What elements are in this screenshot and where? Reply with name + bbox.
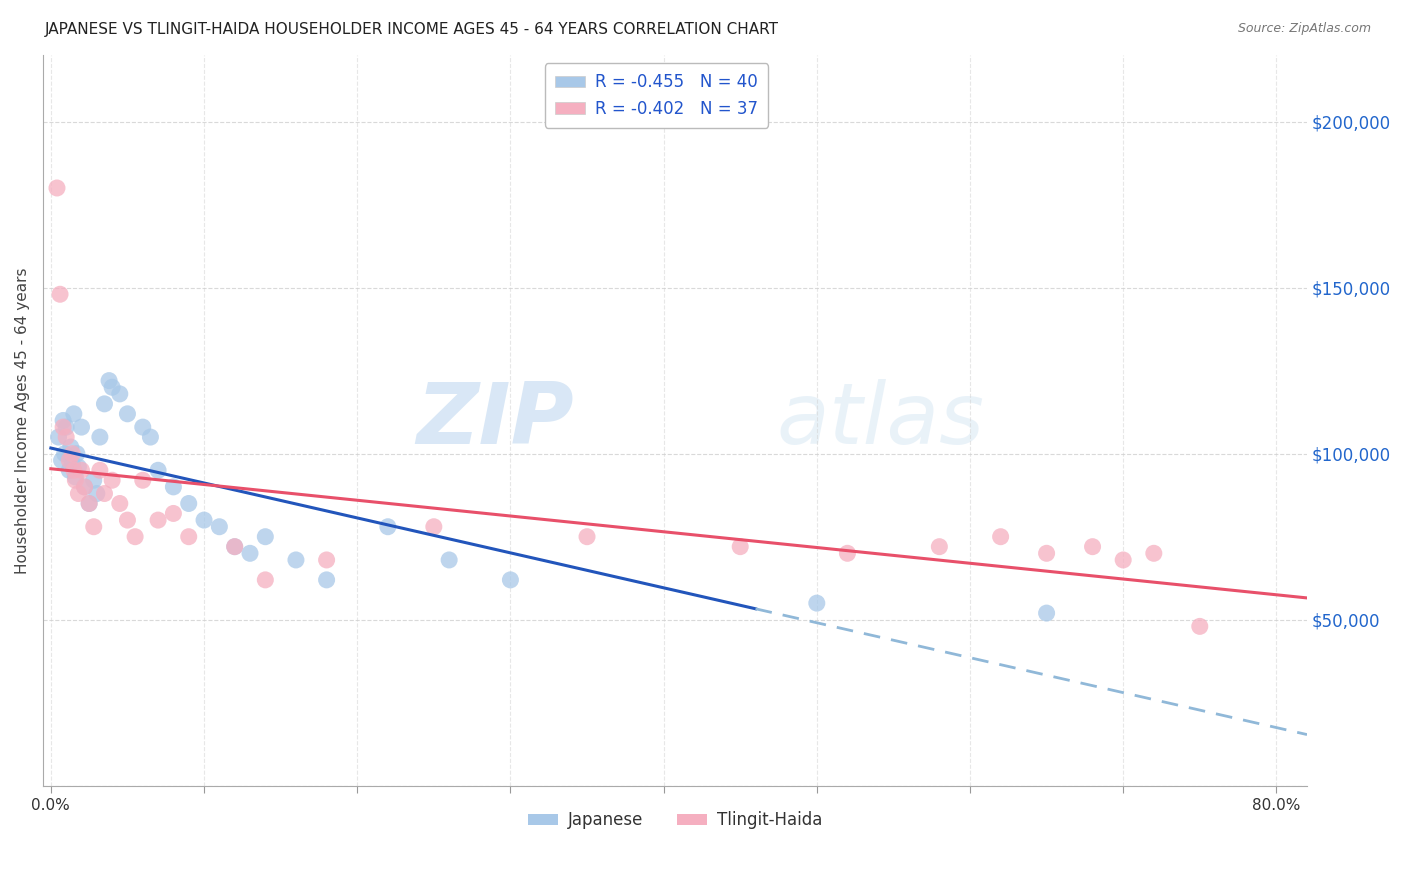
Point (51, 453, 73, 467)
Point (1143, 546, 1166, 560)
Point (162, 507, 184, 521)
Point (77, 496, 100, 510)
Point (108, 387, 131, 401)
Point (146, 463, 169, 477)
Point (124, 530, 146, 544)
Point (101, 380, 124, 394)
Point (67, 486, 90, 500)
Point (53, 447, 76, 461)
Point (86, 486, 108, 500)
Text: atlas: atlas (776, 379, 984, 462)
Point (437, 553, 460, 567)
Point (728, 540, 751, 554)
Point (837, 546, 859, 560)
Point (89, 430, 111, 444)
Point (55, 420, 77, 434)
Point (1081, 540, 1104, 554)
Point (928, 540, 950, 554)
Point (193, 513, 215, 527)
Point (224, 540, 246, 554)
Point (63, 463, 86, 477)
Point (83, 473, 105, 487)
Point (67, 459, 90, 474)
Point (70, 420, 93, 434)
Point (139, 430, 162, 444)
Point (239, 546, 262, 560)
Point (59, 440, 82, 454)
Point (66, 447, 89, 461)
Point (60, 447, 83, 461)
Point (1188, 619, 1211, 633)
Point (93, 486, 115, 500)
Point (52, 420, 75, 434)
Point (83, 520, 105, 534)
Text: ZIP: ZIP (416, 379, 574, 462)
Point (1035, 606, 1057, 620)
Point (377, 520, 399, 534)
Point (806, 596, 828, 610)
Point (423, 520, 446, 534)
Point (208, 520, 231, 534)
Point (93, 397, 115, 411)
Point (52, 413, 75, 427)
Point (576, 530, 599, 544)
Point (315, 573, 337, 587)
Point (73, 480, 96, 494)
Text: JAPANESE VS TLINGIT-HAIDA HOUSEHOLDER INCOME AGES 45 - 64 YEARS CORRELATION CHAR: JAPANESE VS TLINGIT-HAIDA HOUSEHOLDER IN… (45, 22, 779, 37)
Point (55, 430, 77, 444)
Point (108, 496, 131, 510)
Point (146, 513, 169, 527)
Point (65, 473, 87, 487)
Point (63, 407, 86, 421)
Point (70, 463, 93, 477)
Point (1035, 546, 1057, 560)
Point (499, 573, 522, 587)
Point (73, 480, 96, 494)
Point (132, 473, 155, 487)
Point (98, 374, 121, 388)
Point (65, 470, 87, 484)
Point (284, 553, 307, 567)
Point (117, 407, 139, 421)
Legend: Japanese, Tlingit-Haida: Japanese, Tlingit-Haida (522, 805, 828, 836)
Point (132, 420, 155, 434)
Point (48, 430, 70, 444)
Point (1112, 553, 1135, 567)
Point (177, 530, 200, 544)
Y-axis label: Householder Income Ages 45 - 64 years: Householder Income Ages 45 - 64 years (15, 268, 30, 574)
Point (990, 530, 1012, 544)
Point (77, 496, 100, 510)
Point (254, 573, 277, 587)
Point (46, 181, 69, 195)
Point (58, 453, 80, 467)
Point (58, 463, 80, 477)
Point (224, 540, 246, 554)
Point (49, 287, 72, 301)
Point (60, 457, 83, 471)
Point (89, 463, 111, 477)
Text: Source: ZipAtlas.com: Source: ZipAtlas.com (1237, 22, 1371, 36)
Point (101, 473, 124, 487)
Point (254, 530, 277, 544)
Point (177, 496, 200, 510)
Point (315, 553, 337, 567)
Point (162, 480, 184, 494)
Point (117, 513, 139, 527)
